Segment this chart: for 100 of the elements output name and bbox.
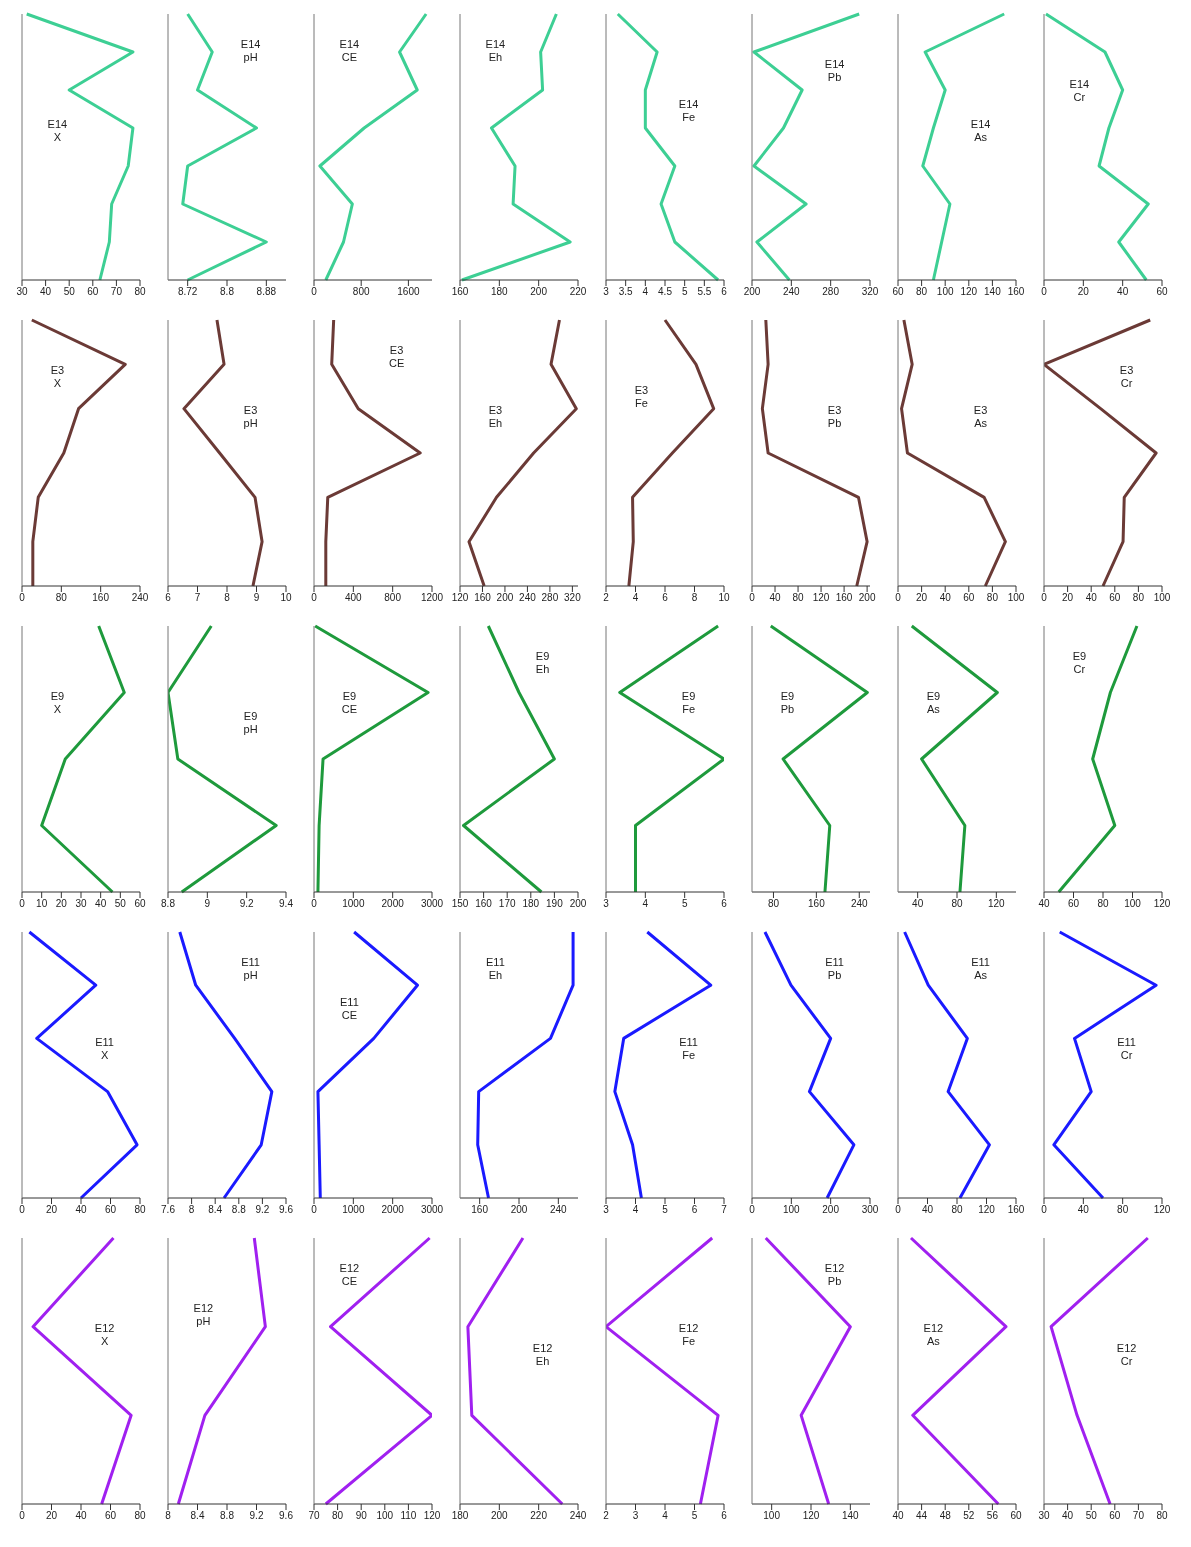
x-tick-label: 180 xyxy=(451,1510,469,1522)
x-tick-label: 9.6 xyxy=(279,1510,294,1522)
x-tick-label: 60 xyxy=(963,592,975,604)
x-tick-label: 30 xyxy=(75,898,87,910)
x-tick-label: 100 xyxy=(1153,592,1171,604)
x-tick-label: 80 xyxy=(767,898,780,910)
text: E3 Eh xyxy=(487,404,504,430)
x-tick-label: 160 xyxy=(808,898,826,910)
x-tick-label: 1000 xyxy=(342,1204,365,1216)
x-tick-label: 4 xyxy=(642,286,649,298)
x-tick-label: 8.8 xyxy=(220,286,235,298)
x-tick-label: 56 xyxy=(986,1510,999,1522)
text: E14 Pb xyxy=(823,58,846,84)
x-tick-label: 8 xyxy=(188,1204,195,1216)
x-tick-label: 80 xyxy=(1132,592,1145,604)
text: E11 As xyxy=(970,956,991,982)
series-label: E12 CE xyxy=(338,1262,361,1288)
x-tick-label: 20 xyxy=(45,1510,58,1522)
x-tick-label: 240 xyxy=(549,1204,568,1216)
x-tick-label: 0 xyxy=(311,286,318,298)
series-label: E9 Fe xyxy=(680,690,697,716)
x-tick-label: 40 xyxy=(1062,1510,1074,1522)
text: E9 X xyxy=(49,690,66,716)
x-tick-label: 100 xyxy=(936,286,954,298)
x-tick-label: 9 xyxy=(253,592,260,604)
text: E3 Pb xyxy=(826,404,843,430)
x-tick-label: 9.4 xyxy=(279,898,294,910)
text: E12 Eh xyxy=(531,1342,554,1368)
x-tick-label: 80 xyxy=(916,286,928,298)
text: E14 Cr xyxy=(1068,78,1091,104)
text: E12 Cr xyxy=(1115,1342,1138,1368)
x-tick-label: 0 xyxy=(1041,286,1048,298)
text: E3 Fe xyxy=(633,384,650,410)
x-tick-label: 160 xyxy=(835,592,853,604)
x-tick-label: 40 xyxy=(1038,898,1050,910)
x-tick-label: 200 xyxy=(530,286,548,298)
x-tick-label: 50 xyxy=(1085,1510,1098,1522)
x-tick-label: 110 xyxy=(400,1510,417,1522)
x-tick-label: 120 xyxy=(978,1204,996,1216)
x-tick-label: 180 xyxy=(522,898,540,910)
x-tick-label: 40 xyxy=(75,1510,87,1522)
x-tick-label: 80 xyxy=(1097,898,1109,910)
x-tick-label: 120 xyxy=(987,898,1006,910)
x-tick-label: 300 xyxy=(861,1204,879,1216)
x-tick-label: 0 xyxy=(895,592,902,604)
x-tick-label: 120 xyxy=(802,1510,820,1522)
text: E11 CE xyxy=(339,996,360,1022)
x-tick-label: 120 xyxy=(1153,1204,1171,1216)
x-tick-label: 10 xyxy=(36,898,48,910)
x-tick-label: 60 xyxy=(892,286,904,298)
text: E12 X xyxy=(93,1322,116,1348)
x-tick-label: 160 xyxy=(1007,1204,1025,1216)
x-tick-label: 320 xyxy=(564,592,582,604)
x-tick-label: 40 xyxy=(892,1510,904,1522)
x-tick-label: 240 xyxy=(850,898,869,910)
x-tick-label: 5 xyxy=(662,1204,669,1216)
x-tick-label: 170 xyxy=(498,898,516,910)
x-tick-label: 80 xyxy=(134,1510,146,1522)
x-tick-label: 20 xyxy=(1077,286,1090,298)
x-tick-label: 40 xyxy=(1077,1204,1090,1216)
text: E14 Eh xyxy=(484,38,507,64)
x-tick-label: 3 xyxy=(603,1204,610,1216)
x-tick-label: 8.4 xyxy=(190,1510,205,1522)
text: E3 As xyxy=(972,404,989,430)
x-tick-label: 140 xyxy=(984,286,1002,298)
x-tick-label: 80 xyxy=(792,592,805,604)
text: E14 CE xyxy=(338,38,361,64)
x-tick-label: 0 xyxy=(311,1204,318,1216)
x-tick-label: 60 xyxy=(1067,898,1080,910)
x-tick-label: 60 xyxy=(1010,1510,1022,1522)
x-tick-label: 60 xyxy=(104,1204,117,1216)
x-tick-label: 60 xyxy=(1109,1510,1121,1522)
x-tick-label: 40 xyxy=(921,1204,934,1216)
x-tick-label: 40 xyxy=(769,592,782,604)
x-tick-label: 160 xyxy=(471,1204,489,1216)
x-tick-label: 9.2 xyxy=(249,1510,264,1522)
x-tick-label: 70 xyxy=(1132,1510,1145,1522)
x-tick-label: 6 xyxy=(721,898,728,910)
x-tick-label: 6 xyxy=(721,286,728,298)
x-tick-label: 6 xyxy=(662,592,669,604)
x-tick-label: 60 xyxy=(1109,592,1121,604)
text: E12 Fe xyxy=(677,1322,700,1348)
x-tick-label: 1000 xyxy=(342,898,365,910)
x-tick-label: 20 xyxy=(916,592,928,604)
x-tick-label: 4 xyxy=(642,898,649,910)
x-tick-label: 8 xyxy=(691,592,698,604)
x-tick-label: 200 xyxy=(496,592,514,604)
x-tick-label: 3 xyxy=(603,898,610,910)
x-tick-label: 140 xyxy=(841,1510,860,1522)
x-tick-label: 220 xyxy=(530,1510,548,1522)
x-tick-label: 120 xyxy=(960,286,978,298)
x-tick-label: 8.72 xyxy=(177,286,198,298)
x-tick-label: 280 xyxy=(541,592,559,604)
text: E3 CE xyxy=(387,344,406,370)
x-tick-label: 120 xyxy=(812,592,830,604)
x-tick-label: 30 xyxy=(1038,1510,1050,1522)
x-tick-label: 160 xyxy=(474,592,492,604)
text: E3 pH xyxy=(242,404,259,430)
x-tick-label: 1600 xyxy=(397,286,420,298)
x-tick-label: 5 xyxy=(681,286,688,298)
